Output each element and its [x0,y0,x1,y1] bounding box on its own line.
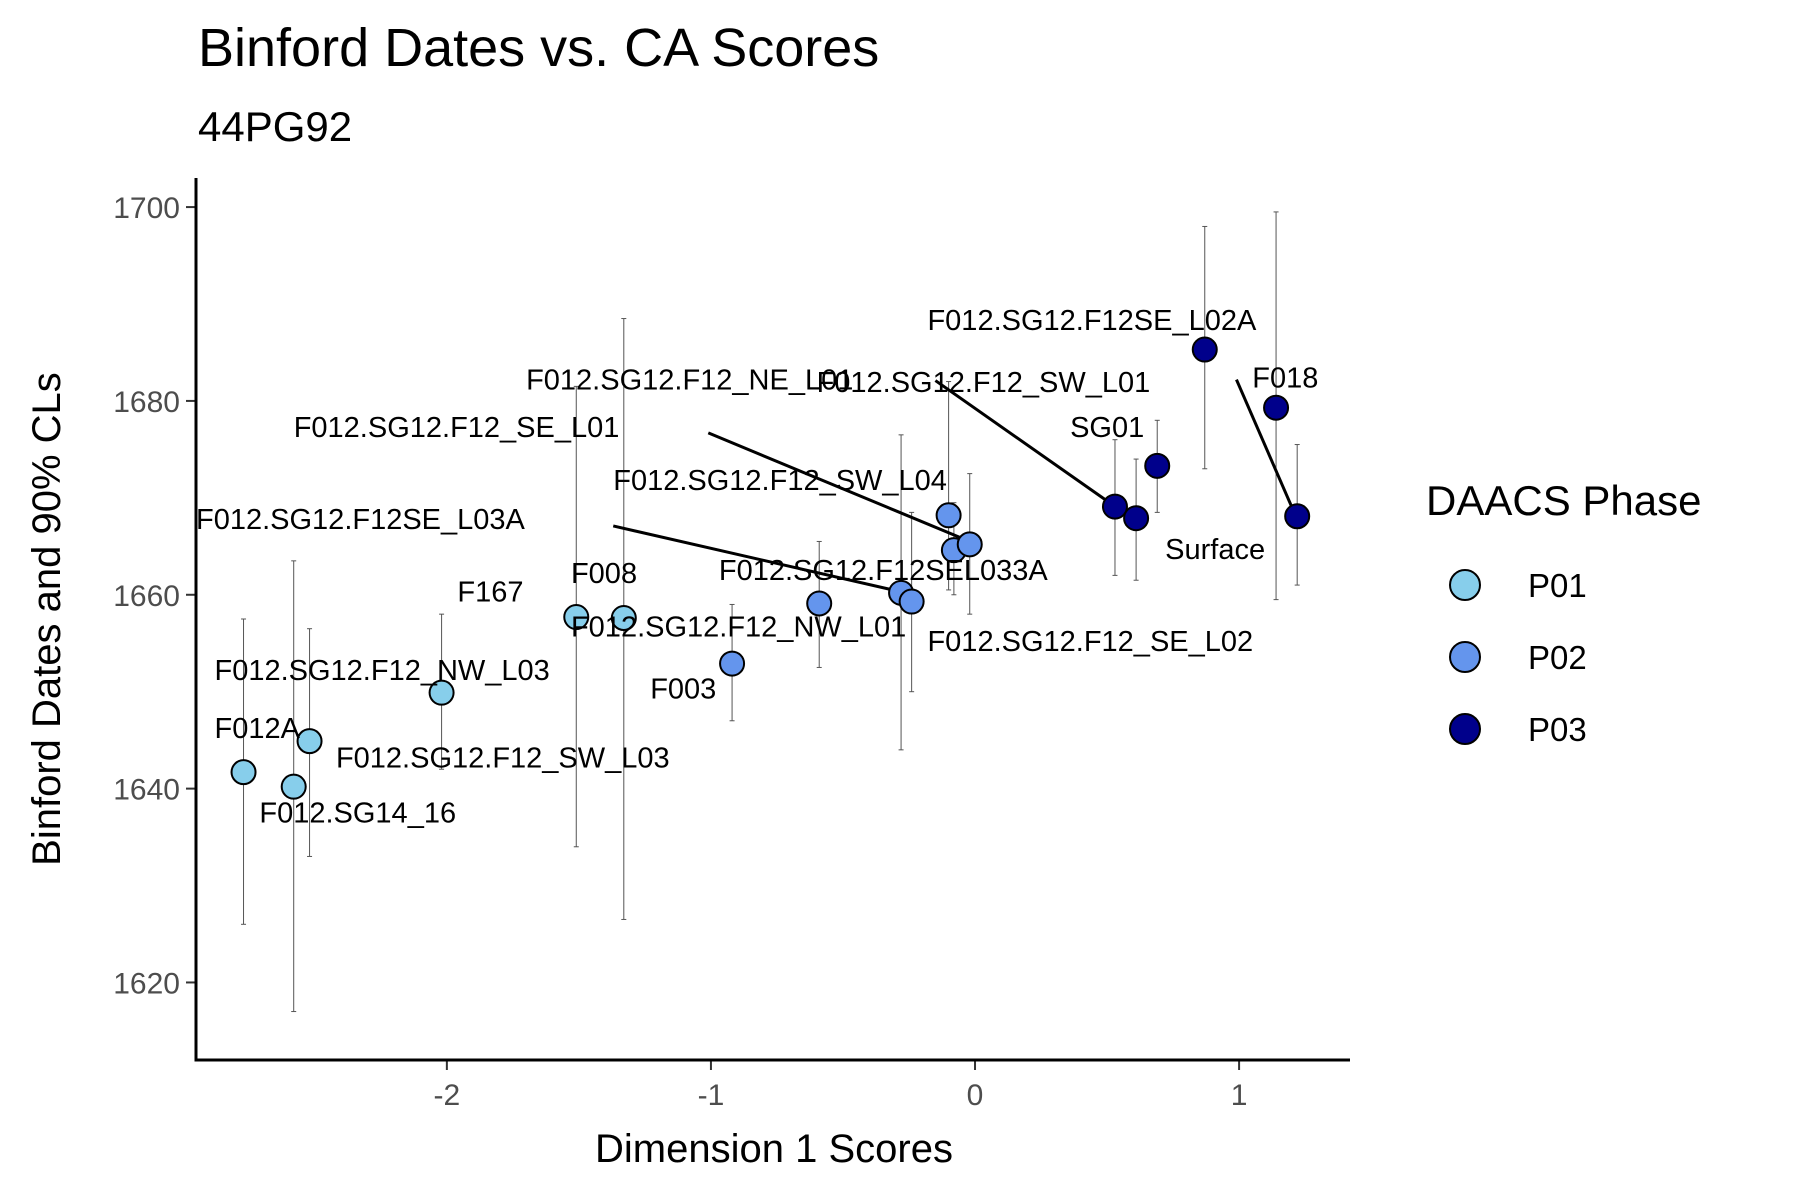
point-label: F012.SG12.F12_NW_L01 [571,611,906,643]
x-axis-title: Dimension 1 Scores [595,1127,953,1171]
point-label: F012.SG12.F12_NW_L03 [214,655,549,687]
x-tick-label: -2 [434,1079,461,1112]
data-point [1123,505,1150,532]
legend-swatch [1449,641,1481,673]
data-point [719,650,746,677]
data-point [1191,336,1218,363]
label-connector-line [934,379,1114,506]
legend-title: DAACS Phase [1426,477,1701,524]
data-point [898,588,925,615]
y-tick-label: 1680 [113,386,180,419]
point-label: F012.SG12.F12_SW_L01 [817,367,1151,399]
data-point [230,759,257,786]
label-connector-line [1235,379,1296,514]
label-connector-line [707,431,971,543]
point-labels: F012A F012.SG14_16 F012.SG12.F12_NW_L03 F01… [196,305,1318,829]
point-label: F012.SG12.F12_SW_L04 [613,465,947,497]
x-tick-label: 1 [1231,1079,1248,1112]
point-label: F003 [650,673,716,705]
legend: DAACS Phase P01 P02 P03 [1426,477,1701,748]
data-point [296,728,323,755]
data-point [428,679,455,706]
point-label: Surface [1165,534,1265,566]
data-point [956,531,983,558]
data-point [610,605,637,632]
point-label: F008 [571,558,637,590]
label-connector-line [612,524,902,594]
point-label: F018 [1252,362,1318,394]
data-point [935,502,962,529]
point-label: F012.SG12.F12SEL033A [719,555,1049,587]
y-tick-label: 1700 [113,192,180,225]
data-point [1284,503,1311,530]
point-label: F012.SG12.F12SE_L02A [927,305,1257,337]
chart-title: Binford Dates vs. CA Scores [198,18,879,78]
y-tick-label: 1660 [113,580,180,613]
x-tick-label: 0 [967,1079,984,1112]
y-axis-ticks: 1620 1640 1660 1680 1700 [113,192,196,1000]
point-label: F012.SG12.F12_SE_L01 [294,412,620,444]
x-axis-ticks: -2 -1 0 1 [434,1060,1248,1112]
y-tick-label: 1640 [113,774,180,807]
data-point [563,604,590,631]
legend-label: P01 [1528,567,1587,604]
y-tick-label: 1620 [113,967,180,1000]
legend-label: P03 [1528,711,1587,748]
point-label: F012.SG12.F12_SE_L02 [927,626,1253,658]
point-label: F012.SG12.F12_SW_L03 [336,742,670,774]
chart-subtitle: 44PG92 [198,103,352,150]
label-connectors [612,379,1296,594]
data-point [806,590,833,617]
data-points [230,336,1311,800]
point-label: F012.SG12.F12SE_L03A [196,504,526,536]
point-label: F012.SG12.F12_NE_L01 [526,364,853,396]
data-point [280,773,307,800]
legend-items: P01 P02 P03 [1449,567,1587,748]
data-point [1263,394,1290,421]
data-point [1144,452,1171,479]
legend-swatch [1449,569,1481,601]
x-tick-label: -1 [698,1079,725,1112]
data-point [1101,493,1128,520]
y-axis-title: Binford Dates and 90% CLs [25,372,69,866]
legend-swatch [1449,713,1481,745]
point-label: F167 [457,577,523,609]
point-label: F012.SG14_16 [259,798,456,830]
point-label: SG01 [1070,412,1144,444]
legend-label: P02 [1528,639,1587,676]
point-label: F012A [214,713,300,745]
